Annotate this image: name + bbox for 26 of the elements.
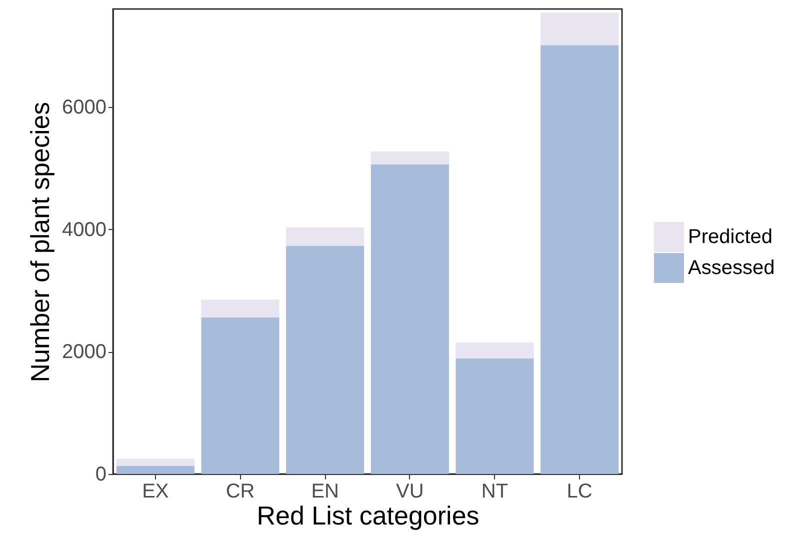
x-tick-label: CR bbox=[226, 480, 255, 502]
y-tick-label: 4000 bbox=[62, 218, 106, 241]
bar bbox=[540, 45, 619, 474]
bar bbox=[456, 358, 534, 474]
x-axis-title: Red List categories bbox=[256, 500, 480, 530]
legend-label: Predicted bbox=[688, 226, 772, 248]
x-tick-label: EN bbox=[311, 480, 339, 502]
y-tick-label: 0 bbox=[95, 464, 106, 486]
x-tick-label: VU bbox=[396, 480, 424, 502]
bar bbox=[456, 342, 534, 358]
y-tick-label: 2000 bbox=[62, 341, 106, 364]
bar bbox=[540, 12, 619, 46]
bar bbox=[116, 466, 194, 474]
y-axis-title: Number of plant species bbox=[25, 102, 56, 382]
bar bbox=[201, 317, 280, 474]
bar bbox=[370, 152, 449, 164]
bar bbox=[116, 458, 194, 466]
x-tick-label: EX bbox=[142, 480, 169, 502]
bar bbox=[370, 164, 449, 474]
bar bbox=[201, 300, 280, 318]
x-tick-label: LC bbox=[566, 480, 592, 502]
x-tick-label: NT bbox=[481, 480, 508, 502]
legend-label: Assessed bbox=[688, 257, 775, 279]
bar bbox=[286, 227, 364, 246]
bar bbox=[286, 246, 364, 474]
y-tick-label: 6000 bbox=[62, 96, 106, 118]
